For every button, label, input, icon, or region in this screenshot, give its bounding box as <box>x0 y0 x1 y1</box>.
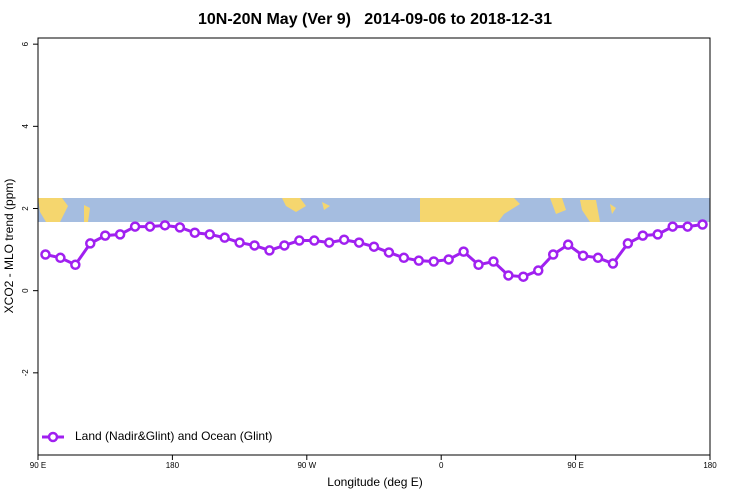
data-point <box>637 230 649 241</box>
chart-title: 10N-20N May (Ver 9) 2014-09-06 to 2018-1… <box>198 11 552 28</box>
x-tick-label: 180 <box>166 461 180 470</box>
x-tick-label: 90 E <box>567 461 583 470</box>
data-point <box>144 221 156 232</box>
data-point <box>323 237 335 248</box>
data-point <box>607 258 619 269</box>
data-point <box>697 219 708 230</box>
data-point <box>413 255 425 266</box>
data-point <box>667 221 678 232</box>
data-point <box>114 229 126 240</box>
data-point <box>562 239 574 250</box>
y-axis-label: XCO2 - MLO trend (ppm) <box>2 179 16 314</box>
data-point <box>622 238 634 249</box>
x-tick-label: 0 <box>439 461 444 470</box>
data-point <box>249 240 260 251</box>
data-point <box>592 252 604 264</box>
data-point <box>40 249 51 260</box>
y-tick-label: 2 <box>21 206 30 211</box>
data-point <box>279 240 290 251</box>
data-point <box>443 254 454 265</box>
data-point <box>473 259 484 271</box>
data-point <box>294 235 305 246</box>
x-axis-label: Longitude (deg E) <box>327 475 422 489</box>
data-point <box>264 245 275 256</box>
data-point <box>577 250 589 261</box>
y-tick-label: 0 <box>21 288 30 293</box>
x-tick-label: 90 E <box>30 461 46 470</box>
data-point <box>70 259 81 271</box>
data-point <box>338 234 350 245</box>
data-point <box>129 221 141 232</box>
data-point <box>368 241 380 252</box>
data-point <box>547 249 559 260</box>
x-tick-label: 90 W <box>297 461 316 470</box>
data-point <box>488 256 499 267</box>
data-point <box>458 246 469 257</box>
y-tick-label: -2 <box>21 369 30 377</box>
data-point <box>174 222 186 233</box>
data-point <box>189 227 201 238</box>
data-point <box>682 221 693 232</box>
data-point <box>234 237 245 248</box>
data-point <box>55 252 66 264</box>
data-point <box>503 270 514 281</box>
data-point <box>353 237 365 248</box>
y-tick-label: 6 <box>21 41 30 46</box>
y-tick-label: 4 <box>21 124 30 129</box>
legend-marker <box>47 431 59 443</box>
x-tick-label: 180 <box>703 461 717 470</box>
data-point <box>309 235 320 246</box>
data-point <box>383 247 395 258</box>
data-point <box>99 230 111 241</box>
data-point <box>652 229 663 240</box>
data-point <box>159 220 171 231</box>
data-point <box>428 256 439 267</box>
data-point <box>204 229 215 240</box>
plot-frame <box>37 37 711 456</box>
map-band <box>38 198 710 222</box>
data-point <box>398 252 410 264</box>
data-point <box>219 232 230 243</box>
data-point <box>85 238 96 249</box>
data-point <box>518 271 529 282</box>
legend-label: Land (Nadir&Glint) and Ocean (Glint) <box>75 429 272 443</box>
data-point <box>533 265 544 276</box>
